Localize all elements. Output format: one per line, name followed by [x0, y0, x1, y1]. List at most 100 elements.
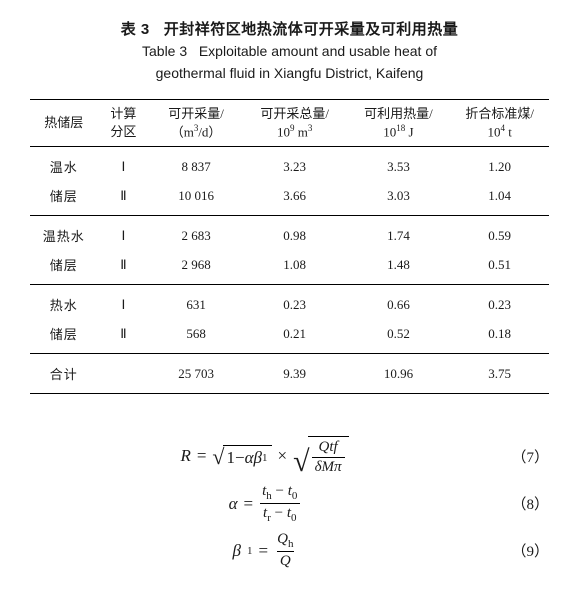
sub-0: 0 — [291, 512, 297, 524]
total-label: 合计 — [30, 354, 97, 394]
times-sign: × — [278, 446, 288, 466]
sub-h: h — [266, 490, 272, 502]
value-cell: 3.75 — [450, 354, 549, 394]
data-table: 热储层 计算 分区 可开采量/ （m3/d） 可开采总量/ 109 m3 可利用… — [30, 99, 549, 394]
value-cell: 9.39 — [243, 354, 347, 394]
h4u: m — [294, 125, 307, 140]
value-cell: 2 683 — [149, 216, 242, 251]
zone-cell: Ⅰ — [97, 216, 149, 251]
equals-sign: = — [259, 541, 269, 561]
value-cell: 3.23 — [243, 147, 347, 182]
one: 1 — [227, 448, 236, 468]
value-cell: 0.66 — [347, 285, 451, 320]
sub-r: r — [267, 512, 271, 524]
alpha: α — [245, 448, 254, 468]
group-label: 热水 — [30, 285, 97, 320]
value-cell: 3.53 — [347, 147, 451, 182]
alpha: α — [229, 494, 238, 514]
equals-sign: = — [244, 494, 254, 514]
fraction: Qtf δMπ — [312, 439, 345, 477]
minus: − — [276, 483, 288, 499]
sqrt-1: √ 1 − αβ1 — [212, 445, 271, 468]
table-number-zh: 表 3 — [121, 21, 150, 38]
value-cell: 10.96 — [347, 354, 451, 394]
value-cell: 1.74 — [347, 216, 451, 251]
beta: β — [233, 541, 241, 561]
col-reservoir: 热储层 — [30, 99, 97, 146]
col-coal-equivalent: 折合标准煤/ 104 t — [450, 99, 549, 146]
sub-1: 1 — [247, 545, 253, 557]
col-zone: 计算 分区 — [97, 99, 149, 146]
caption-en-line1: Table 3 Exploitable amount and usable he… — [30, 41, 549, 63]
equation-number: （8） — [499, 493, 549, 514]
var-f: f — [333, 439, 337, 455]
fraction: Qh Q — [274, 531, 296, 571]
value-cell: 1.04 — [450, 181, 549, 216]
zone-cell: Ⅱ — [97, 319, 149, 354]
value-cell: 10 016 — [149, 181, 242, 216]
var-R: R — [180, 446, 190, 466]
caption-en-line2: geothermal fluid in Xiangfu District, Ka… — [30, 63, 549, 85]
zone-cell: Ⅰ — [97, 147, 149, 182]
value-cell: 0.18 — [450, 319, 549, 354]
h4a: 可开采总量/ — [260, 106, 329, 121]
minus: − — [235, 448, 245, 468]
value-cell: 3.03 — [347, 181, 451, 216]
equation-body: α = th − t0 tr − t0 — [30, 483, 499, 525]
h2b: 分区 — [110, 124, 136, 139]
value-cell: 0.52 — [347, 319, 451, 354]
caption-zh: 表 3 开封祥符区地热流体可开采量及可利用热量 — [30, 18, 549, 41]
value-cell: 1.48 — [347, 250, 451, 285]
h5s: 18 — [396, 123, 405, 133]
value-cell: 1.08 — [243, 250, 347, 285]
sub-h: h — [288, 538, 294, 550]
equation-number: （7） — [499, 446, 549, 467]
h4p: 10 — [277, 125, 290, 140]
equation-8: α = th − t0 tr − t0 （8） — [30, 483, 549, 525]
fraction-numerator: th − t0 — [259, 483, 300, 504]
value-cell: 0.59 — [450, 216, 549, 251]
h3c: /d） — [198, 125, 221, 140]
table-row: 温热水 Ⅰ 2 683 0.98 1.74 0.59 — [30, 216, 549, 251]
h6u: t — [505, 125, 512, 140]
fraction-denominator: δMπ — [312, 457, 345, 476]
pi: π — [334, 459, 342, 475]
h4s2: 3 — [308, 123, 313, 133]
beta: β — [254, 448, 262, 468]
h5p: 10 — [383, 125, 396, 140]
table-row: 热水 Ⅰ 631 0.23 0.66 0.23 — [30, 285, 549, 320]
radicand-1: 1 − αβ1 — [223, 445, 272, 468]
caption-title-zh: 开封祥符区地热流体可开采量及可利用热量 — [164, 21, 459, 38]
var-Q: Q — [277, 531, 288, 547]
value-cell: 631 — [149, 285, 242, 320]
value-cell: 0.51 — [450, 250, 549, 285]
equation-body: β1 = Qh Q — [30, 531, 499, 571]
sqrt-2: √ Qtf δMπ — [293, 436, 348, 477]
h2a: 计算 — [110, 106, 136, 121]
equation-number: （9） — [499, 540, 549, 561]
table-row: 储层 Ⅱ 2 968 1.08 1.48 0.51 — [30, 250, 549, 285]
table-number-en: Table 3 — [142, 43, 187, 59]
h6a: 折合标准煤/ — [465, 106, 534, 121]
group-label: 温热水 — [30, 216, 97, 251]
value-cell: 0.98 — [243, 216, 347, 251]
h6p: 10 — [487, 125, 500, 140]
var-M: M — [322, 459, 335, 475]
equations-block: R = √ 1 − αβ1 × √ — [30, 436, 549, 571]
minus: − — [275, 505, 287, 521]
group-label: 储层 — [30, 181, 97, 216]
h5u: J — [405, 125, 413, 140]
table-row: 储层 Ⅱ 568 0.21 0.52 0.18 — [30, 319, 549, 354]
value-cell: 25 703 — [149, 354, 242, 394]
equals-sign: = — [197, 446, 207, 466]
table-body: 温水 Ⅰ 8 837 3.23 3.53 1.20 储层 Ⅱ 10 016 3.… — [30, 147, 549, 394]
delta: δ — [315, 459, 322, 475]
zone-cell: Ⅰ — [97, 285, 149, 320]
group-label: 储层 — [30, 250, 97, 285]
table-total-row: 合计 25 703 9.39 10.96 3.75 — [30, 354, 549, 394]
zone-cell: Ⅱ — [97, 250, 149, 285]
page-root: 表 3 开封祥符区地热流体可开采量及可利用热量 Table 3 Exploita… — [0, 0, 579, 571]
fraction-numerator: Qh — [274, 531, 296, 552]
group-label: 温水 — [30, 147, 97, 182]
var-Q: Q — [280, 553, 291, 569]
